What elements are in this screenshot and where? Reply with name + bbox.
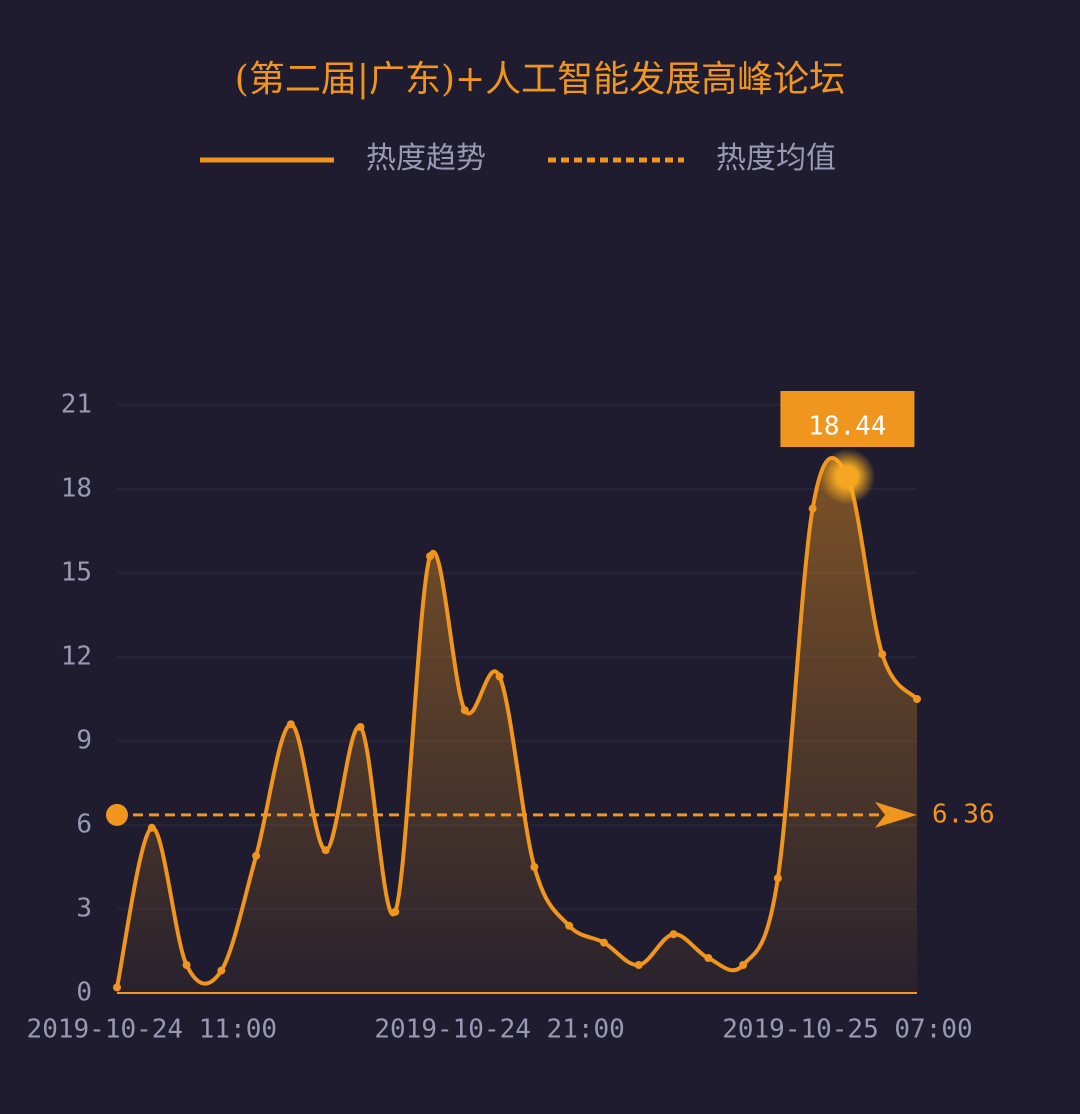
point [286, 720, 295, 729]
point [565, 921, 574, 930]
max-label: 18.44 [808, 412, 886, 442]
average-label: 6.36 [932, 799, 995, 829]
point [913, 695, 921, 703]
chart-title: (第二届|广东)+人工智能发展高峰论坛 [235, 59, 845, 100]
point [495, 672, 504, 681]
y-tick-label: 21 [61, 390, 92, 420]
x-tick-label: 2019-10-24 11:00 [27, 1015, 277, 1045]
point [321, 846, 330, 855]
y-tick-label: 3 [76, 894, 92, 924]
point [356, 723, 365, 731]
point [113, 983, 121, 992]
point [530, 863, 539, 871]
x-tick-label: 2019-10-25 07:00 [722, 1015, 972, 1045]
point [217, 966, 226, 975]
point [739, 961, 748, 969]
point [252, 851, 261, 860]
legend-label: 热度均值 [716, 141, 836, 176]
point [426, 552, 435, 561]
y-tick-label: 9 [76, 726, 92, 756]
legend-label: 热度趋势 [366, 141, 486, 176]
x-tick-label: 2019-10-24 21:00 [374, 1015, 624, 1045]
y-tick-label: 18 [61, 474, 92, 504]
point [878, 650, 887, 659]
average-arrow [875, 801, 917, 828]
y-tick-label: 15 [61, 558, 92, 588]
point [773, 874, 782, 883]
y-tick-label: 0 [76, 978, 92, 1008]
point [704, 954, 713, 962]
point [669, 930, 678, 939]
point [391, 907, 400, 916]
point [599, 938, 608, 947]
point [808, 504, 817, 513]
point [147, 823, 156, 832]
y-tick-label: 12 [61, 642, 92, 672]
max-label-box [780, 391, 915, 447]
max-point [836, 465, 859, 488]
point [182, 961, 191, 969]
y-tick-label: 6 [76, 810, 92, 840]
point [460, 706, 469, 715]
legend: 热度趋势 热度均值 [200, 141, 836, 176]
average-start [106, 803, 128, 826]
area [117, 457, 917, 993]
point [634, 961, 643, 969]
